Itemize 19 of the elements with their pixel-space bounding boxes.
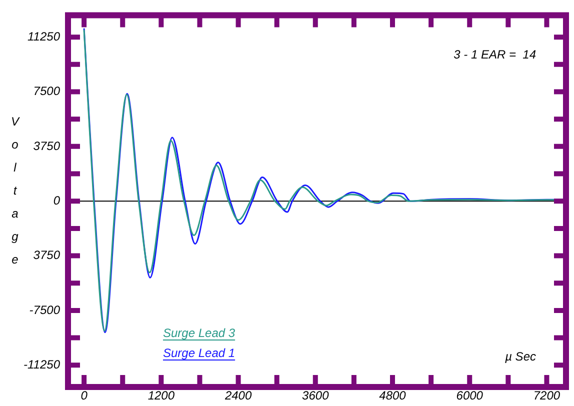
y-tick-label: 3750 bbox=[33, 138, 60, 153]
text: Surge Lead 3 bbox=[163, 326, 236, 340]
y-tick-label: -11250 bbox=[24, 357, 60, 372]
x-tick-label: 6000 bbox=[456, 388, 484, 403]
y-axis-title: Voltage bbox=[10, 114, 20, 266]
x-tick-label: 2400 bbox=[224, 388, 252, 403]
y-tick-label: 11250 bbox=[28, 29, 60, 44]
x-tick-label: 4800 bbox=[379, 388, 406, 403]
x-tick-label: 0 bbox=[80, 388, 88, 403]
annotation: 3 - 1 EAR = 14 bbox=[454, 48, 536, 62]
y-tick-label: -7500 bbox=[29, 302, 60, 317]
x-tick-label: 3600 bbox=[302, 388, 330, 403]
annotation: µ Sec bbox=[505, 349, 536, 364]
y-tick-label: 3750 bbox=[33, 248, 60, 262]
text: Surge Lead 1 bbox=[163, 346, 236, 360]
x-tick-label: 1200 bbox=[148, 388, 175, 403]
y-tick-label: 0 bbox=[53, 193, 60, 208]
y-tick-label: 7500 bbox=[33, 84, 60, 98]
x-tick-label: 7200 bbox=[533, 388, 560, 403]
